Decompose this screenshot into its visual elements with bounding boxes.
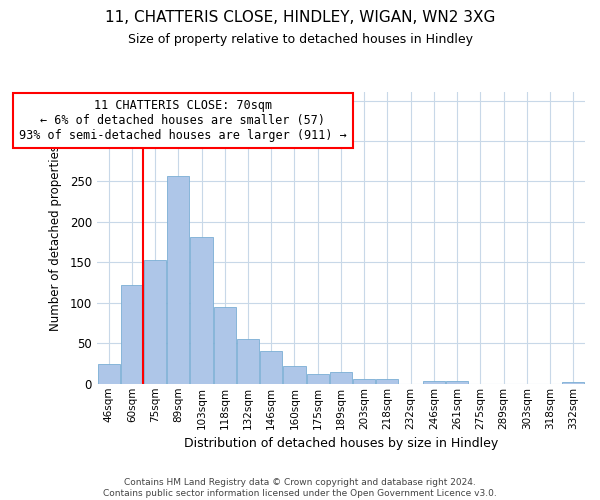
- Bar: [353, 379, 375, 384]
- Bar: [237, 340, 259, 384]
- Text: 11 CHATTERIS CLOSE: 70sqm
← 6% of detached houses are smaller (57)
93% of semi-d: 11 CHATTERIS CLOSE: 70sqm ← 6% of detach…: [19, 99, 347, 142]
- Bar: [423, 380, 445, 384]
- Bar: [307, 374, 329, 384]
- Bar: [446, 380, 468, 384]
- Bar: [283, 366, 305, 384]
- Bar: [144, 260, 166, 384]
- Bar: [562, 382, 584, 384]
- X-axis label: Distribution of detached houses by size in Hindley: Distribution of detached houses by size …: [184, 437, 498, 450]
- Bar: [330, 372, 352, 384]
- Text: Contains HM Land Registry data © Crown copyright and database right 2024.
Contai: Contains HM Land Registry data © Crown c…: [103, 478, 497, 498]
- Text: Size of property relative to detached houses in Hindley: Size of property relative to detached ho…: [128, 32, 473, 46]
- Bar: [190, 238, 212, 384]
- Bar: [214, 307, 236, 384]
- Bar: [98, 364, 119, 384]
- Text: 11, CHATTERIS CLOSE, HINDLEY, WIGAN, WN2 3XG: 11, CHATTERIS CLOSE, HINDLEY, WIGAN, WN2…: [105, 10, 495, 25]
- Bar: [376, 379, 398, 384]
- Bar: [121, 285, 143, 384]
- Bar: [260, 352, 282, 384]
- Bar: [167, 176, 190, 384]
- Y-axis label: Number of detached properties: Number of detached properties: [49, 145, 62, 331]
